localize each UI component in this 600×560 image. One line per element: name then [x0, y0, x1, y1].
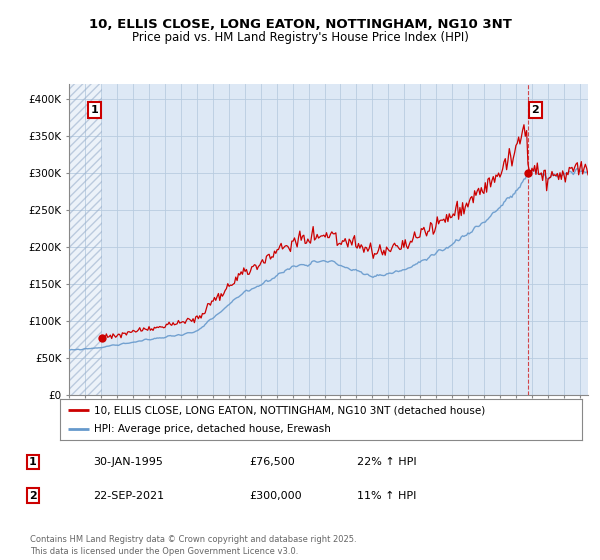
Text: £76,500: £76,500	[249, 457, 295, 467]
Text: 10, ELLIS CLOSE, LONG EATON, NOTTINGHAM, NG10 3NT (detached house): 10, ELLIS CLOSE, LONG EATON, NOTTINGHAM,…	[94, 405, 485, 415]
Text: 2: 2	[532, 105, 539, 115]
Text: 30-JAN-1995: 30-JAN-1995	[93, 457, 163, 467]
Bar	[69, 84, 102, 395]
Text: 11% ↑ HPI: 11% ↑ HPI	[357, 491, 416, 501]
Text: £300,000: £300,000	[249, 491, 302, 501]
Text: Price paid vs. HM Land Registry's House Price Index (HPI): Price paid vs. HM Land Registry's House …	[131, 31, 469, 44]
Text: 22-SEP-2021: 22-SEP-2021	[93, 491, 164, 501]
Text: 22% ↑ HPI: 22% ↑ HPI	[357, 457, 416, 467]
Text: 1: 1	[29, 457, 37, 467]
Bar	[69, 84, 102, 395]
Text: Contains HM Land Registry data © Crown copyright and database right 2025.
This d: Contains HM Land Registry data © Crown c…	[30, 535, 356, 556]
Text: 1: 1	[91, 105, 98, 115]
Text: HPI: Average price, detached house, Erewash: HPI: Average price, detached house, Erew…	[94, 424, 331, 433]
Text: 2: 2	[29, 491, 37, 501]
Text: 10, ELLIS CLOSE, LONG EATON, NOTTINGHAM, NG10 3NT: 10, ELLIS CLOSE, LONG EATON, NOTTINGHAM,…	[89, 18, 511, 31]
